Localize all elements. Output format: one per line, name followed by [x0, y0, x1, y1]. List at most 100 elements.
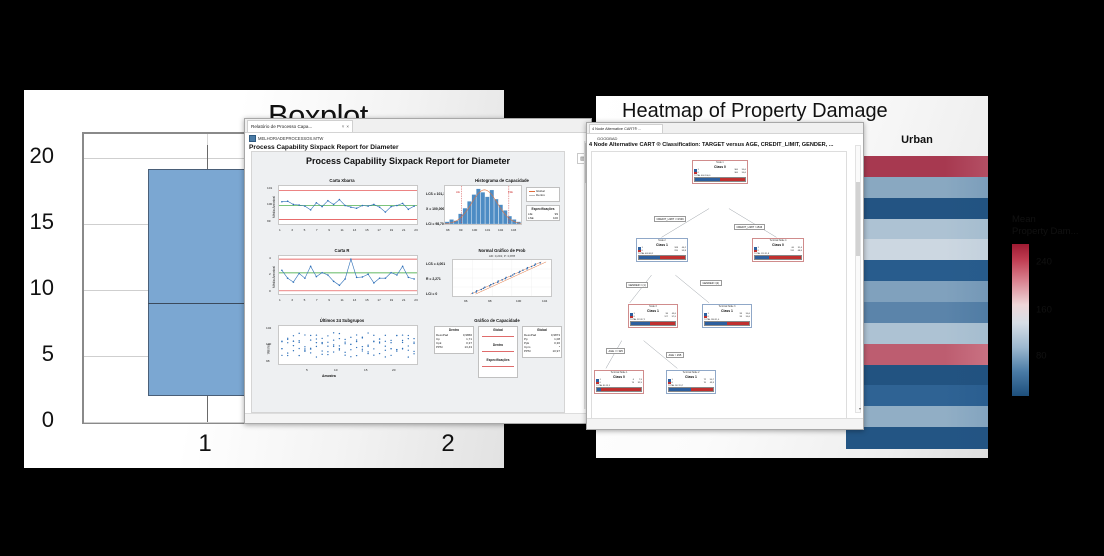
whisker-upper [207, 145, 208, 169]
stat-label: DesvPad [436, 333, 449, 337]
class-percent: 57,0 [671, 315, 676, 318]
cart-vertical-scrollbar[interactable] [855, 145, 861, 413]
r-chart-title: Carta R [334, 248, 350, 253]
cart-tree-canvas: Node 1 Class 0 1 300 50,0 0 300 50,0 TOTAL 600 1… [591, 151, 847, 423]
cart-classification-window[interactable]: 4 Node Alternative CART® ... GOODBAD 4 N… [586, 122, 864, 430]
tree-node-row: 1 6 7,5 [596, 379, 642, 382]
xbar-plot-area [278, 185, 418, 225]
x-tick-label: 1 [279, 228, 281, 232]
scroll-down-icon[interactable]: ▾ [858, 406, 861, 411]
class-percent: 68,6 [797, 249, 802, 252]
tree-node-bar [630, 321, 676, 327]
heatmap-column-label: Urban [901, 134, 933, 146]
x-tick-label: 1 [279, 298, 281, 302]
class-swatch [596, 382, 599, 385]
tree-split-label[interactable]: AGE > 295 [666, 352, 684, 358]
heatmap-cell [846, 197, 988, 220]
tree-node[interactable]: Terminal Node 3 Class 1 1 93 50,0 0 93 50,0 TOTA… [702, 304, 752, 329]
minitab-status-bar [245, 413, 591, 423]
scrollbar-thumb[interactable] [856, 182, 860, 256]
sub-x-tick: 15 [364, 368, 368, 372]
colorbar-title-line2: Property Dam... [1012, 225, 1079, 237]
x-tick-label: 13 [352, 298, 357, 302]
tree-node-total: TOTAL 600 100,0 [694, 175, 711, 178]
tree-node-row: 1 300 50,0 [694, 169, 746, 172]
tree-split-label[interactable]: CREDIT_LIMIT <=1546 [654, 216, 687, 222]
minitab-report-canvas: Process Capability Sixpack Report for Di… [251, 151, 565, 413]
capability-histogram: Histograma de Capacidade LIE LSE 98 99 100… [442, 178, 562, 238]
class-count: 93 [739, 313, 742, 316]
tree-node-table: 1 189 46,2 0 220 53,8 [638, 247, 686, 253]
spec-box-title: Especificações [531, 207, 555, 211]
minitab-report-title: Process Capability Sixpack Report for Di… [305, 156, 511, 166]
tree-node[interactable]: Terminal Node 4 Class 0 1 60 31,4 0 131 68,6 TOT… [752, 238, 804, 263]
x-tick-label: 15 [365, 298, 369, 302]
tree-node-class: Class 1 [647, 308, 659, 313]
spec-lie-label: LIE [528, 212, 533, 216]
tree-node[interactable]: Terminal Node 1 Class 0 1 6 7,5 0 74 92,5 TOTAL … [594, 370, 644, 395]
tree-node[interactable]: Node 3 Class 1 1 96 43,0 0 127 57,0 TOTAL 223 37… [628, 304, 678, 329]
x-tick-label: 3 [291, 228, 294, 232]
cart-tab-strip: 4 Node Alternative CART® ... [587, 123, 863, 134]
close-icon[interactable]: × [346, 124, 349, 129]
class-swatch [694, 169, 697, 172]
class-value: 0 [633, 315, 635, 318]
legend-entry-dentro: Dentro [536, 193, 546, 197]
tree-node-table: 1 72 50,7 0 70 49,3 [668, 379, 714, 385]
np-x-tick: 104 [542, 299, 548, 303]
heatmap-cell [846, 406, 988, 428]
histogram-x-tick: 98 [446, 228, 450, 232]
tree-split-label[interactable]: CREDIT_LIMIT >1546 [734, 224, 765, 230]
histogram-title: Histograma de Capacidade [475, 178, 529, 183]
class-value: 1 [599, 379, 601, 382]
tree-node[interactable]: Node 1 Class 0 1 300 50,0 0 300 50,0 TOTAL 600 1… [692, 160, 748, 185]
tree-node[interactable]: Terminal Node 2 Class 1 1 72 50,7 0 70 49,3 TOTA… [666, 370, 716, 395]
tree-node-subtitle: Terminal Node 2 [682, 372, 700, 374]
tree-split-label[interactable]: GENDER = (1) [626, 282, 649, 288]
stat-value: 10,97 [552, 349, 560, 354]
stat-value: 0,9873 [550, 333, 560, 337]
class-swatch [638, 247, 641, 250]
interval-bar-global [482, 333, 514, 339]
y-tick-label: 10 [29, 275, 54, 300]
stat-label: Cpk [436, 341, 442, 346]
class-value: 1 [641, 247, 643, 250]
tree-node[interactable]: Node 2 Class 1 1 189 46,2 0 220 53,8 TOTAL 409 6… [636, 238, 688, 263]
tree-node-table: 1 6 7,5 0 74 92,5 [596, 379, 642, 385]
median-line-category-1 [148, 303, 267, 304]
tree-node-row: 1 60 31,4 [754, 247, 802, 250]
chevron-down-icon[interactable]: ˅ [341, 124, 345, 129]
minitab-process-capability-window[interactable]: Relatório de Processo Capa... ˅ × MELHOR… [244, 118, 592, 424]
class-count: 74 [631, 381, 634, 384]
spec-lse-label: LSE [528, 216, 534, 221]
class-swatch [668, 379, 671, 382]
stat-value: 1,71 [466, 337, 472, 342]
cart-tab[interactable]: 4 Node Alternative CART® ... [589, 124, 663, 133]
stat-label: Ppk [524, 341, 530, 346]
x-tick-label: 21 [402, 298, 406, 302]
class-value: 1 [707, 313, 709, 316]
interval-bar-dentro [482, 348, 514, 354]
tree-split-label[interactable]: AGE <= 325 [606, 348, 626, 354]
spec-lse-value: 100 [552, 216, 558, 221]
stat-label: Pp [524, 337, 528, 342]
xbar-ucl-note: LCS = 101,370 [426, 192, 449, 196]
class-swatch [638, 250, 641, 253]
tree-split-label[interactable]: GENDER =(2) [700, 280, 722, 286]
class-count: 93 [739, 315, 742, 318]
heatmap-cell [846, 218, 988, 241]
minitab-tab[interactable]: Relatório de Processo Capa... ˅ × [247, 120, 353, 132]
tree-node-total: TOTAL 223 37,2 [630, 319, 646, 322]
class-percent: 50,7 [709, 379, 714, 382]
x-tick-label: 19 [389, 228, 394, 232]
x-tick-label: 21 [402, 228, 406, 232]
xbar-y-axis-label: Média Amostral [271, 196, 276, 218]
normal-prob-plot: Normal Gráfico de Prob AD: 0,201; P: 0,8… [442, 248, 562, 310]
class-count: 220 [674, 249, 678, 252]
class-count: 300 [734, 169, 738, 172]
class-swatch [668, 382, 671, 385]
np-x-tick: 96 [464, 299, 468, 303]
y-tick-label: 5 [41, 341, 54, 366]
minitab-file-bar: MELHORIADEPROCESSOS.MTW [245, 133, 591, 144]
tree-node-total: TOTAL 80 13,3 [596, 385, 610, 388]
